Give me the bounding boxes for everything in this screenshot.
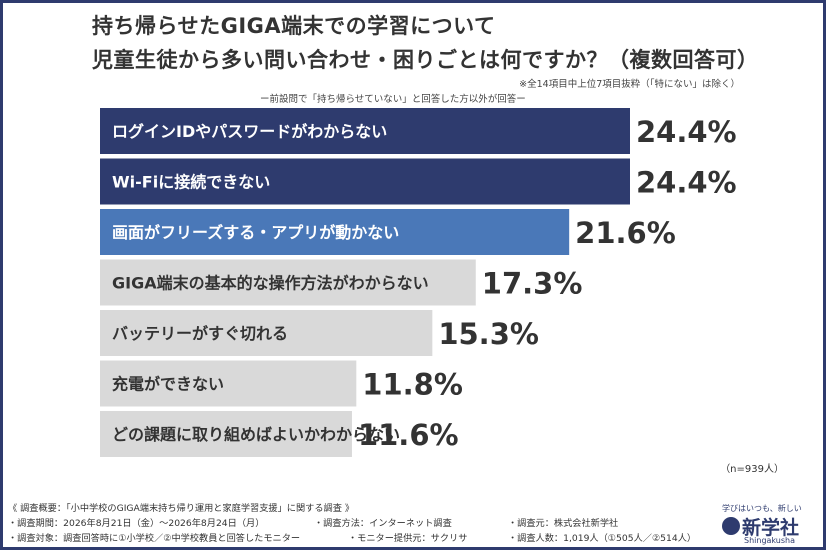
bar-label-4: GIGA端末の基本的な操作方法がわからない (112, 274, 429, 293)
bar-value-4: 17.3% (482, 267, 583, 301)
logo-subname: Shingakusha (744, 536, 796, 545)
chart-title-line2: 児童生徒から多い問い合わせ・困りごとは何ですか？（複数回答可） (92, 48, 759, 72)
bar-label-5: バッテリーがすぐ切れる (112, 324, 288, 343)
company-logo: 学びはいつも、新しい 新学社 Shingakusha (722, 503, 822, 547)
excerpt-note: ※全14項目中上位7項目抜粋（「特にない」は除く） (519, 79, 740, 90)
bar-7 (100, 411, 352, 457)
bar-6 (100, 360, 357, 407)
logo-tagline: 学びはいつも、新しい (722, 504, 802, 513)
logo-name: 新学社 (742, 517, 800, 539)
bar-1 (100, 108, 630, 154)
survey-provider: ・モニター提供元：サクリサ (348, 533, 468, 544)
bar-3 (100, 209, 570, 255)
logo-mark-icon (722, 517, 740, 535)
bar-value-5: 15.3% (438, 317, 539, 351)
bar-value-2: 24.4% (636, 166, 737, 200)
survey-method: ・調査方法：インターネット調査 (314, 518, 452, 529)
respondent-note: ー前設問で「持ち帰らせていない」と回答した方以外が回答ー (260, 94, 526, 105)
bar-value-3: 21.6% (575, 216, 676, 250)
survey-source: ・調査元：株式会社新学社 (508, 518, 619, 529)
bar-value-7: 11.6% (358, 418, 459, 452)
bar-label-7: どの課題に取り組めばよいかわからない (112, 425, 400, 444)
bar-label-2: Wi-Fiに接続できない (112, 173, 270, 192)
survey-title: 《 調査概要：「小中学校のGIGA端末持ち帰り運用と家庭学習支援」に関する調査 … (8, 503, 355, 514)
chart-title-line1: 持ち帰らせたGIGA端末での学習について (92, 14, 496, 38)
bar-4 (100, 259, 476, 306)
survey-count: ・調査人数：1,019人（①505人／②514人） (508, 533, 697, 544)
sample-size-note: （n=939人） (720, 464, 784, 475)
bar-label-3: 画面がフリーズする・アプリが動かない (112, 223, 399, 242)
survey-target: ・調査対象：調査回答時に①小学校／②中学校教員と回答したモニター (8, 533, 301, 544)
bar-value-1: 24.4% (636, 115, 737, 149)
bar-value-6: 11.8% (362, 368, 463, 402)
survey-period: ・調査期間：2026年8月21日（金）〜2026年8月24日（月） (8, 518, 265, 529)
bar-2 (100, 158, 630, 205)
bar-label-6: 充電ができない (112, 375, 224, 394)
bar-5 (100, 310, 433, 356)
bar-label-1: ログインIDやパスワードがわからない (112, 122, 387, 141)
